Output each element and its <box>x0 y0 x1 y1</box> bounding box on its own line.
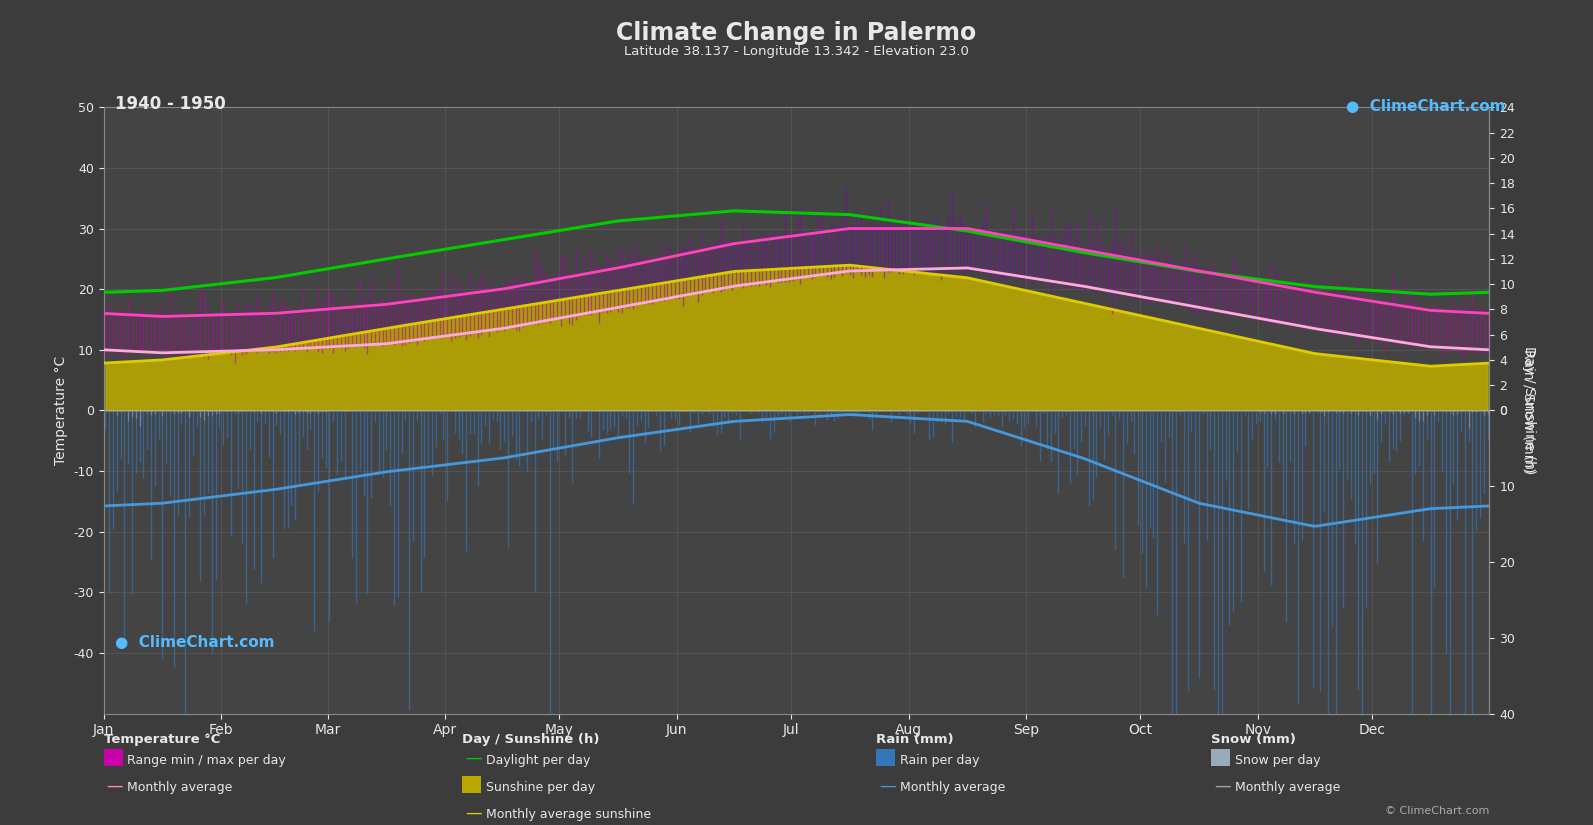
Y-axis label: Day / Sunshine (h): Day / Sunshine (h) <box>1521 346 1536 474</box>
Text: 1940 - 1950: 1940 - 1950 <box>115 95 226 113</box>
Text: Daylight per day: Daylight per day <box>486 754 591 767</box>
Text: —: — <box>879 776 895 794</box>
Text: Range min / max per day: Range min / max per day <box>127 754 287 767</box>
Text: Rain (mm): Rain (mm) <box>876 733 954 746</box>
Text: Monthly average sunshine: Monthly average sunshine <box>486 808 652 822</box>
Text: —: — <box>107 776 123 794</box>
Text: Snow (mm): Snow (mm) <box>1211 733 1295 746</box>
Text: Monthly average: Monthly average <box>1235 781 1340 794</box>
Text: Rain per day: Rain per day <box>900 754 980 767</box>
Text: ●  ClimeChart.com: ● ClimeChart.com <box>115 635 274 650</box>
Text: Temperature °C: Temperature °C <box>104 733 220 746</box>
Text: Latitude 38.137 - Longitude 13.342 - Elevation 23.0: Latitude 38.137 - Longitude 13.342 - Ele… <box>624 45 969 59</box>
Text: ●  ClimeChart.com: ● ClimeChart.com <box>1346 99 1505 114</box>
Text: Climate Change in Palermo: Climate Change in Palermo <box>616 21 977 45</box>
Text: © ClimeChart.com: © ClimeChart.com <box>1384 806 1489 816</box>
Text: Sunshine per day: Sunshine per day <box>486 781 596 794</box>
Text: Day / Sunshine (h): Day / Sunshine (h) <box>462 733 599 746</box>
Y-axis label: Rain / Snow (mm): Rain / Snow (mm) <box>1521 349 1536 472</box>
Text: Snow per day: Snow per day <box>1235 754 1321 767</box>
Text: —: — <box>1214 776 1230 794</box>
Text: Monthly average: Monthly average <box>127 781 233 794</box>
Y-axis label: Temperature °C: Temperature °C <box>54 356 68 465</box>
Text: Monthly average: Monthly average <box>900 781 1005 794</box>
Text: —: — <box>465 804 481 822</box>
Text: —: — <box>465 749 481 767</box>
